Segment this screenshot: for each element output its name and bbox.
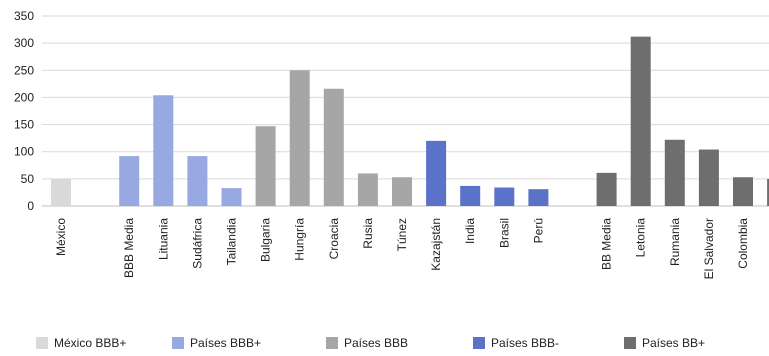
bar (630, 36, 651, 206)
x-tick-label: El Salvador (702, 218, 716, 279)
legend: México BBB+ Países BBB+ Países BBB Paíse… (0, 336, 769, 356)
legend-label: México BBB+ (54, 336, 127, 350)
x-tick-label: Rumania (668, 218, 682, 266)
x-tick-label: Túnez (395, 218, 409, 251)
legend-label: Países BBB+ (190, 336, 262, 350)
bar (51, 178, 71, 206)
bar (664, 139, 685, 206)
bar (323, 88, 344, 206)
legend-label: Países BBB- (491, 336, 560, 350)
x-tick-label: Rusia (361, 218, 375, 249)
bar (698, 149, 719, 206)
x-tick-label: Bulgaria (259, 218, 273, 262)
y-tick-label: 250 (14, 63, 34, 77)
x-tick-label: Tailandia (225, 218, 239, 266)
legend-item-mexico: México BBB+ (36, 336, 126, 350)
legend-swatch (326, 337, 338, 349)
bar (289, 70, 310, 207)
legend-item-bbb-plus: Países BBB+ (172, 336, 261, 350)
y-tick-label: 350 (14, 9, 34, 23)
bar (460, 185, 481, 206)
bar (119, 156, 140, 206)
y-tick-label: 100 (14, 145, 34, 159)
bar (733, 177, 753, 206)
bar (153, 95, 174, 206)
bar-chart: 0 50 100 150 200 250 300 350 México BBB Media Lit… (14, 9, 769, 280)
bar (426, 140, 447, 206)
x-tick-label: Perú (531, 218, 545, 243)
bar (528, 189, 549, 206)
legend-swatch (36, 337, 48, 349)
x-axis-tick-labels: México BBB Media Lituania Sudáfrica Tailandi… (54, 218, 750, 280)
x-tick-label: Lituania (156, 218, 170, 260)
legend-label: Países BBB (344, 336, 409, 350)
x-tick-label: India (463, 218, 477, 244)
legend-item-bbb-minus: Países BBB- (473, 336, 559, 350)
y-axis-tick-labels: 0 50 100 150 200 250 300 350 (14, 9, 34, 213)
bar (187, 156, 208, 206)
bars (51, 36, 769, 207)
x-tick-label: Hungría (293, 218, 307, 261)
legend-swatch (624, 337, 636, 349)
y-tick-label: 50 (21, 172, 35, 186)
legend-swatch (172, 337, 184, 349)
x-tick-label: Sudáfrica (190, 218, 204, 269)
x-tick-label: Letonia (634, 218, 648, 258)
y-tick-label: 150 (14, 118, 34, 132)
legend-label: Países BB+ (642, 336, 706, 350)
bar (392, 177, 412, 206)
y-tick-label: 300 (14, 36, 34, 50)
x-tick-label: México (54, 218, 68, 256)
y-tick-label: 0 (27, 199, 34, 213)
x-tick-label: BB Media (600, 218, 614, 270)
x-tick-label: Brasil (497, 218, 511, 248)
legend-item-bb-plus: Países BB+ (624, 336, 705, 350)
x-tick-label: Colombia (736, 218, 750, 269)
legend-item-bbb: Países BBB (326, 336, 408, 350)
bar (357, 173, 378, 206)
bar (596, 172, 617, 206)
bar (221, 188, 242, 206)
bar (255, 126, 276, 206)
x-tick-label: Croacia (327, 218, 341, 260)
legend-swatch (473, 337, 485, 349)
bar (767, 178, 769, 206)
bar (494, 187, 515, 206)
y-tick-label: 200 (14, 90, 34, 104)
x-tick-label: Kazajstán (429, 218, 443, 271)
x-tick-label: BBB Media (122, 218, 136, 278)
